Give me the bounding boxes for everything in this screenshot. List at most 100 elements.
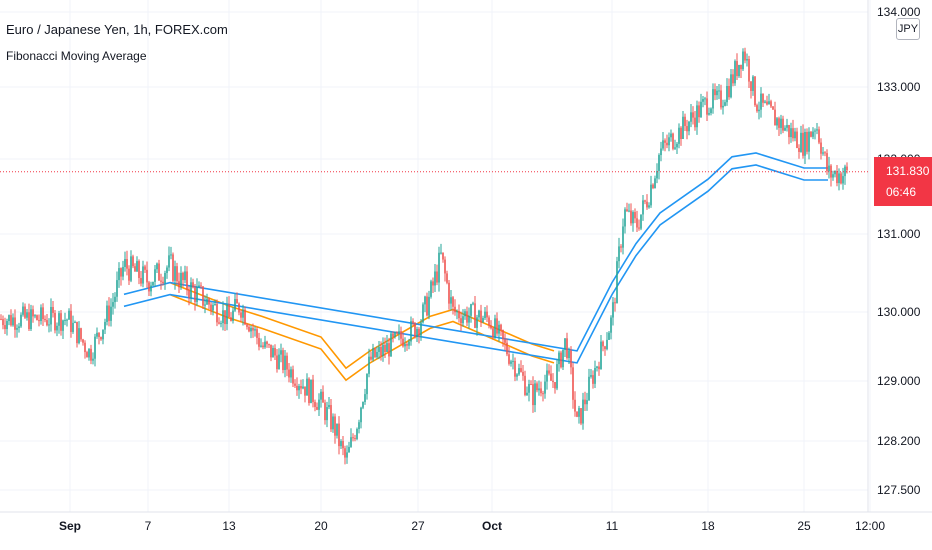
candle-body — [732, 74, 734, 84]
candle-body — [116, 280, 118, 297]
candle-body — [102, 329, 104, 340]
candle-body — [494, 318, 496, 338]
candle-body — [638, 227, 640, 229]
candle-body — [290, 369, 292, 378]
candle-body — [364, 394, 366, 402]
candle-body — [418, 328, 420, 336]
candle-body — [762, 93, 764, 103]
candle-body — [316, 406, 318, 410]
candle-body — [186, 271, 188, 291]
candle-body — [340, 441, 342, 447]
candle-body — [722, 105, 724, 108]
candle-body — [500, 324, 502, 331]
candle-body — [296, 385, 298, 391]
candle-body — [434, 271, 436, 286]
candle-body — [30, 309, 32, 330]
candle-body — [412, 321, 414, 324]
candle-body — [58, 313, 60, 326]
candle-body — [600, 341, 602, 370]
candle-body — [288, 369, 290, 378]
candle-body — [230, 317, 232, 321]
candle-body — [502, 330, 504, 340]
candle-body — [370, 356, 372, 360]
candle-body — [786, 125, 788, 128]
candle-body — [584, 399, 586, 405]
candle-body — [564, 338, 566, 350]
candle-body — [810, 131, 812, 137]
candle-body — [716, 90, 718, 96]
candle-body — [36, 315, 38, 321]
candle-body — [276, 355, 278, 370]
candle-body — [250, 327, 252, 332]
candle-body — [758, 109, 760, 112]
candle-body — [346, 452, 348, 458]
candle-body — [484, 311, 486, 319]
candle-body — [764, 101, 766, 103]
candle-body — [260, 345, 262, 347]
candle-body — [834, 170, 836, 175]
candle-body — [680, 127, 682, 140]
candle-body — [352, 437, 354, 439]
candle-body — [380, 346, 382, 356]
candle-body — [664, 140, 666, 143]
candle-body — [314, 401, 316, 407]
candle-body — [268, 344, 270, 346]
candle-body — [772, 106, 774, 110]
candle-body — [134, 266, 136, 272]
candle-body — [54, 312, 56, 331]
candle-body — [220, 323, 222, 325]
candle-body — [52, 307, 54, 313]
candle-body — [694, 117, 696, 128]
candle-body — [386, 343, 388, 353]
candle-body — [178, 281, 180, 288]
candle-body — [448, 282, 450, 304]
candle-body — [4, 325, 6, 330]
candle-body — [206, 298, 208, 305]
candle-body — [144, 266, 146, 270]
candle-body — [482, 318, 484, 323]
candle-body — [408, 341, 410, 346]
candle-body — [608, 332, 610, 340]
candle-body — [826, 153, 828, 172]
candle-body — [644, 200, 646, 202]
candle-body — [626, 209, 628, 212]
candle-body — [726, 85, 728, 103]
candle-body — [748, 58, 750, 82]
candle-body — [728, 85, 730, 98]
candle-body — [836, 170, 838, 184]
candle-body — [362, 401, 364, 408]
indicator-label[interactable]: Fibonacci Moving Average — [6, 49, 147, 63]
candle-body — [76, 321, 78, 344]
candle-body — [506, 342, 508, 355]
candle-body — [274, 347, 276, 356]
candle-body — [476, 317, 478, 328]
candle-body — [798, 148, 800, 152]
candle-body — [544, 381, 546, 394]
candle-body — [488, 317, 490, 326]
candle-body — [284, 355, 286, 371]
candle-body — [154, 269, 156, 282]
fma-lines — [123, 152, 828, 382]
last-price-value: 131.830 — [886, 164, 930, 178]
candle-body — [244, 309, 246, 325]
currency-button[interactable]: JPY — [896, 18, 920, 40]
candle-body — [342, 441, 344, 449]
time-tick-label: 11 — [606, 519, 619, 533]
time-tick-label: Oct — [482, 519, 502, 533]
candle-body — [32, 309, 34, 317]
candle-body — [710, 108, 712, 114]
candle-body — [662, 140, 664, 149]
price-tick-label: 128.200 — [877, 434, 921, 448]
candle-body — [766, 101, 768, 105]
candle-body — [756, 105, 758, 112]
time-tick-label: 18 — [701, 519, 715, 533]
candle-body — [492, 328, 494, 338]
candle-body — [730, 74, 732, 98]
candle-body — [210, 304, 212, 311]
candle-body — [396, 332, 398, 334]
candle-body — [744, 51, 746, 61]
candle-body — [326, 407, 328, 421]
candle-body — [540, 388, 542, 394]
candle-body — [702, 99, 704, 102]
